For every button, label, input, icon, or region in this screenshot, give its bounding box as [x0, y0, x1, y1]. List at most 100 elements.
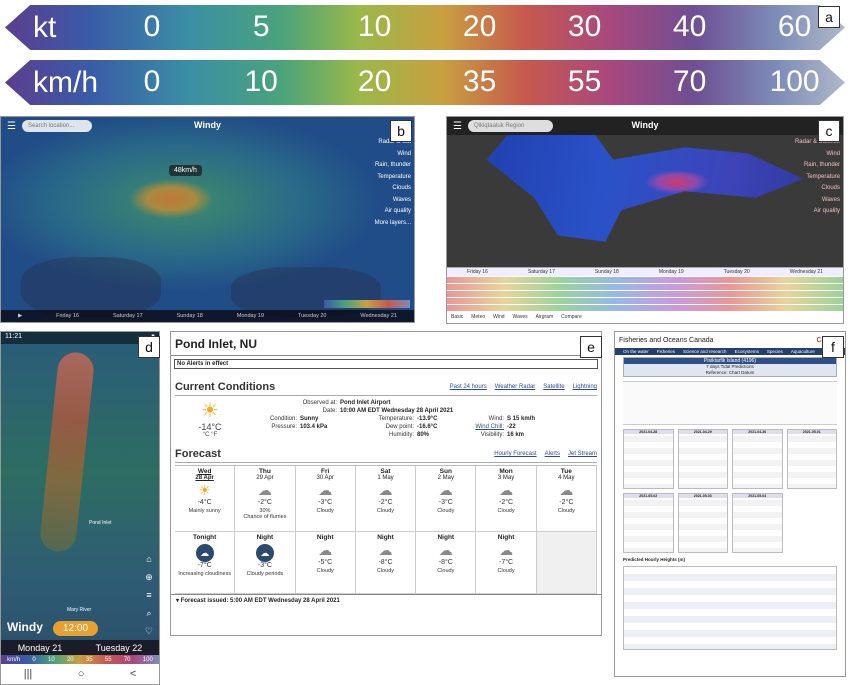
forecast-tab[interactable]: Meteo	[471, 314, 486, 320]
layer-item[interactable]: Air quality	[813, 208, 840, 214]
date-value: 10:00 AM EDT Wednesday 28 April 2021	[340, 408, 454, 414]
tide-page-f: Fisheries and Oceans Canada Canada On th…	[614, 331, 846, 677]
humidity-value: 80%	[417, 432, 430, 438]
timeline-day[interactable]: Tuesday 20	[297, 313, 327, 319]
home-icon[interactable]: ⌂	[146, 554, 152, 564]
timeline-bar[interactable]: ▶ Friday 16 Saturday 17 Sunday 18 Monday…	[1, 310, 414, 322]
timeline-day[interactable]: Sunday 18	[176, 313, 203, 319]
layer-item[interactable]: Rain, thunder	[374, 162, 411, 168]
layer-item[interactable]: Waves	[821, 196, 840, 203]
windy-logo: Windy	[7, 620, 43, 634]
layer-item[interactable]: Wind	[826, 150, 840, 157]
night-label: Night	[316, 534, 334, 541]
tide-date: 2021-04-29	[678, 430, 727, 434]
day-label[interactable]: Monday 21	[17, 642, 63, 653]
forecast-tab[interactable]: Airgram	[535, 314, 554, 320]
scale-bar-kmh: km/h 0 10 20 35 55 70 100	[5, 60, 845, 105]
layer-item[interactable]: Radar & Satellite	[794, 139, 840, 145]
nav-item[interactable]: Fisheries	[656, 349, 676, 354]
nav-item[interactable]: On the water	[623, 349, 649, 354]
link-satellite[interactable]: Satellite	[543, 384, 565, 390]
layer-item[interactable]: Temperature	[377, 173, 411, 180]
layer-item[interactable]: Radar & Sat	[378, 139, 411, 145]
layers-icon[interactable]: ⊕	[145, 572, 153, 582]
forecast-day-cell: Sun 2 May ☁ -3°C Cloudy	[416, 466, 477, 532]
layer-item[interactable]: Wind	[397, 150, 411, 157]
link-weather-radar[interactable]: Weather Radar	[494, 384, 536, 390]
back-icon[interactable]: <	[129, 668, 137, 680]
layer-item[interactable]: Temperature	[806, 173, 840, 180]
windy-map-c[interactable]: ☰ Qikiqtaaluk Region Windy Radar & Satel…	[446, 116, 844, 324]
search-icon[interactable]: ⌕	[146, 608, 152, 618]
link-jet-stream[interactable]: Jet Stream	[567, 451, 597, 457]
forecast-date: 3 May	[497, 475, 515, 481]
link-lightning[interactable]: Lightning	[572, 384, 597, 390]
forecast-tab[interactable]: Basic	[451, 314, 464, 320]
forecast-tab[interactable]: Compare	[561, 314, 582, 320]
forecast-issued-text: Forecast issued: 5:00 AM EDT Wednesday 2…	[180, 598, 340, 604]
tide-date: 2021-04-30	[733, 430, 782, 434]
play-icon[interactable]: ▶	[17, 313, 23, 319]
nav-item[interactable]: Aquaculture	[790, 349, 815, 354]
day-bar[interactable]: Monday 21 Tuesday 22	[1, 640, 159, 655]
station-subtitle: 7 days Tidal Predictions	[706, 364, 754, 369]
layer-item[interactable]: Clouds	[821, 185, 840, 191]
scale-tick: 35	[462, 65, 497, 98]
timeline-day[interactable]: Saturday 17	[112, 313, 143, 319]
windy-topbar: ☰ Search location...	[1, 117, 414, 135]
recents-icon[interactable]: |||	[23, 668, 33, 680]
legend-tick: 10	[48, 656, 55, 663]
prediction-form[interactable]	[623, 381, 837, 425]
region-search-input[interactable]: Qikiqtaaluk Region	[467, 120, 553, 132]
nav-item[interactable]: Ecosystems	[734, 349, 759, 354]
scale-tick: 30	[567, 10, 602, 43]
forecast-table: Friday 16 Saturday 17 Sunday 18 Monday 1…	[447, 267, 843, 323]
night-label: Night	[256, 534, 274, 541]
night-label: Night	[377, 534, 394, 541]
timeline-day[interactable]: Friday 16	[56, 313, 80, 319]
tide-day-table: 2021-05-03	[677, 493, 728, 553]
windy-map-b[interactable]: ☰ Search location... Windy 48km/h Radar …	[0, 116, 415, 323]
search-input[interactable]: Search location...	[21, 120, 92, 132]
favorite-icon[interactable]: ♡	[144, 626, 153, 636]
scale-tick: 5	[252, 10, 270, 43]
color-legend: km/h 0 10 20 35 55 70 100	[1, 655, 159, 664]
link-past-24h[interactable]: Past 24 hours	[449, 384, 487, 390]
layer-item[interactable]: Clouds	[392, 185, 411, 191]
wind-chill-link[interactable]: Wind Chill:	[475, 424, 504, 430]
forecast-heading: Forecast	[175, 448, 221, 460]
forecast-day-name: Fri	[321, 468, 330, 475]
nav-item[interactable]: Species	[766, 349, 783, 354]
timeline-day[interactable]: Wednesday 21	[360, 313, 397, 319]
link-hourly-forecast[interactable]: Hourly Forecast	[494, 451, 537, 457]
wind-chill-value: -22	[507, 424, 516, 430]
unit-toggle[interactable]: °C °F	[202, 432, 218, 438]
hourly-heights-table	[623, 566, 837, 650]
timeline-day[interactable]: Monday 19	[236, 313, 265, 319]
layer-item[interactable]: More layers...	[374, 219, 411, 226]
temperature-label: Temperature:	[378, 416, 414, 422]
place-label: Pond Inlet	[89, 520, 112, 526]
layer-item[interactable]: Waves	[392, 196, 411, 203]
menu-icon[interactable]: ≡	[146, 590, 152, 600]
forecast-summary: Cloudy	[557, 508, 575, 514]
legend-tick: 0	[32, 656, 36, 663]
hamburger-icon[interactable]: ☰	[453, 120, 462, 132]
layer-item[interactable]: Air quality	[384, 208, 411, 214]
home-button-icon[interactable]: ○	[77, 668, 85, 680]
scale-tick: 55	[567, 65, 602, 98]
nav-item[interactable]: Science and research	[683, 349, 727, 354]
forecast-tab[interactable]: Waves	[512, 314, 528, 320]
night-summary: Increasing cloudiness	[178, 571, 232, 577]
time-pill[interactable]: 12:00	[53, 621, 99, 636]
layer-item[interactable]: Rain, thunder	[803, 162, 840, 168]
forecast-tab[interactable]: Wind	[493, 314, 505, 320]
windy-mobile-d[interactable]: 11:21 ▮ Pond Inlet Mary River ⌂ ⊕ ≡ ⌕ ♡ …	[0, 331, 160, 685]
tide-day-table: 2021-05-02	[623, 493, 674, 553]
night-temp: -7°C	[197, 562, 212, 569]
cloud-icon: ☁	[438, 542, 453, 558]
link-alerts[interactable]: Alerts	[544, 451, 560, 457]
panel-label-f: f	[822, 336, 844, 358]
day-label[interactable]: Tuesday 22	[95, 642, 143, 653]
hamburger-icon[interactable]: ☰	[7, 120, 16, 132]
